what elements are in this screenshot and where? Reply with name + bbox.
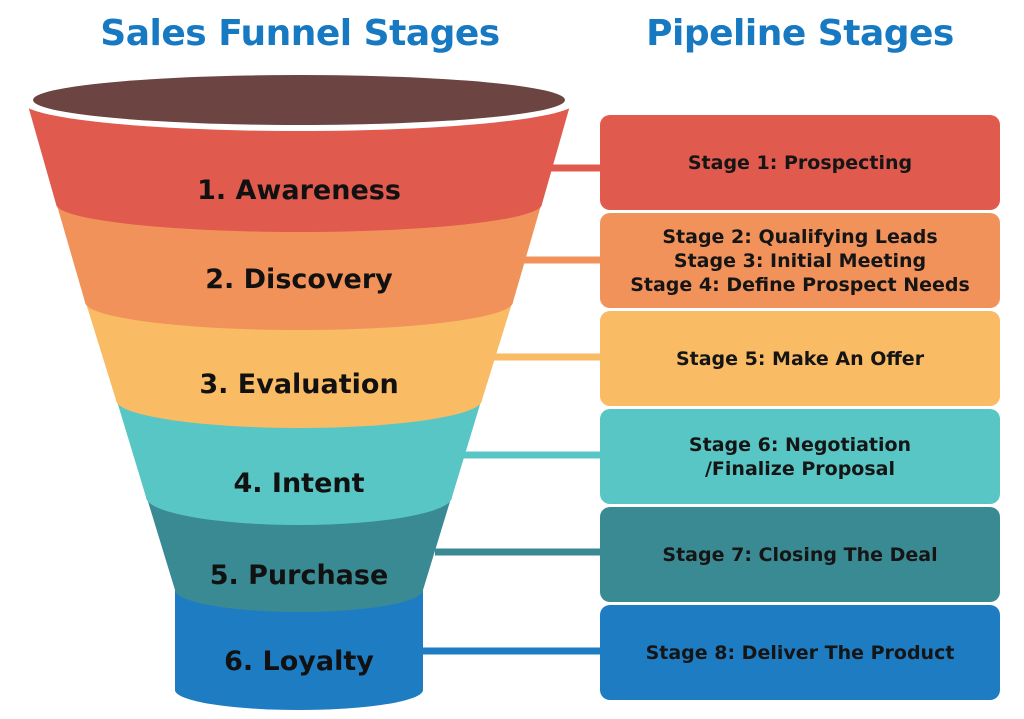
funnel-stage-label-2: 2. Discovery [205, 264, 393, 295]
pipeline-stage-box-3: Stage 5: Make An Offer [600, 311, 1000, 406]
pipeline-stage-1-line-1: Stage 1: Prospecting [687, 151, 913, 174]
funnel-stage-label-1: 1. Awareness [197, 175, 401, 206]
pipeline-stage-2-line-1: Stage 2: Qualifying Leads [662, 225, 938, 248]
pipeline-stage-box-5: Stage 7: Closing The Deal [600, 507, 1000, 602]
funnel-stage-label-3: 3. Evaluation [199, 369, 398, 400]
funnel-band-purchase [146, 495, 452, 612]
pipeline-stage-box-4: Stage 6: Negotiation /Finalize Proposal [600, 409, 1000, 504]
pipeline-stage-6-line-2: /Finalize Proposal [704, 457, 895, 480]
pipeline-stage-4-line: Stage 4: Define Prospect Needs [630, 273, 970, 296]
funnel-stage-label-4: 4. Intent [233, 468, 364, 499]
pipeline-stage-5-line: Stage 5: Make An Offer [675, 347, 925, 370]
funnel-band-discovery [56, 202, 542, 330]
pipeline-stage-box-2: Stage 2: Qualifying Leads Stage 3: Initi… [600, 213, 1000, 308]
funnel-opening [33, 75, 565, 125]
pipeline-stage-8-line: Stage 8: Deliver The Product [645, 641, 955, 664]
funnel-band-loyalty [175, 588, 423, 710]
funnel-stage-label-6: 6. Loyalty [224, 646, 374, 677]
funnel-band-evaluation [85, 300, 513, 428]
pipeline-stage-box-6: Stage 8: Deliver The Product [600, 605, 1000, 700]
pipeline-stage-6-line-1: Stage 6: Negotiation [688, 433, 912, 456]
funnel-heading: Sales Funnel Stages [100, 13, 500, 54]
pipeline-heading: Pipeline Stages [646, 13, 954, 54]
funnel-band-awareness [27, 102, 571, 232]
funnel-band-intent [116, 398, 482, 525]
funnel-stage-label-5: 5. Purchase [210, 560, 389, 591]
pipeline-stage-box-1: Stage 1: Prospecting [600, 115, 1000, 210]
pipeline-stage-3-line: Stage 3: Initial Meeting [673, 249, 927, 272]
pipeline-stage-7-line: Stage 7: Closing The Deal [662, 543, 938, 566]
